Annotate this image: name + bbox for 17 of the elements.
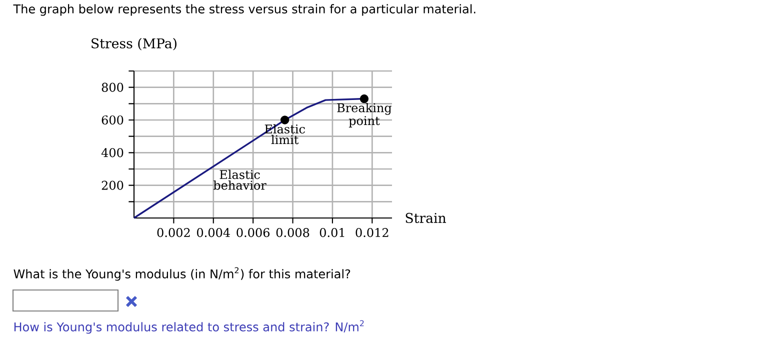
x-tick-label: 0.008: [276, 228, 310, 238]
y-tick-label: 600: [102, 115, 124, 125]
text: How is Young's modulus related to stress and strain? N/m$^{2}$: [14, 320, 364, 334]
x-tick-label: 0.006: [236, 228, 270, 238]
y-tick-label: 400: [101, 148, 124, 158]
x-axis-title: Strain: [406, 212, 446, 224]
y-tick-label: 800: [102, 82, 124, 92]
chart-title: The graph below represents the stress versus strain for a particular material.: [13, 4, 476, 16]
annotation: Elastic behavior: [214, 170, 266, 190]
x-tick-label: 0.004: [197, 228, 230, 238]
x-tick-label: 0.012: [356, 228, 388, 238]
y-tick-label: 200: [102, 180, 124, 190]
y-axis-title: Stress (MPa): [92, 38, 176, 50]
x-tick-label: 0.002: [157, 228, 190, 238]
x-tick-label: 0.01: [320, 228, 344, 238]
annotation: Breaking point: [337, 103, 392, 128]
text: What is the Young's modulus (in N/m$^{2}$) for this material?: [14, 267, 350, 281]
